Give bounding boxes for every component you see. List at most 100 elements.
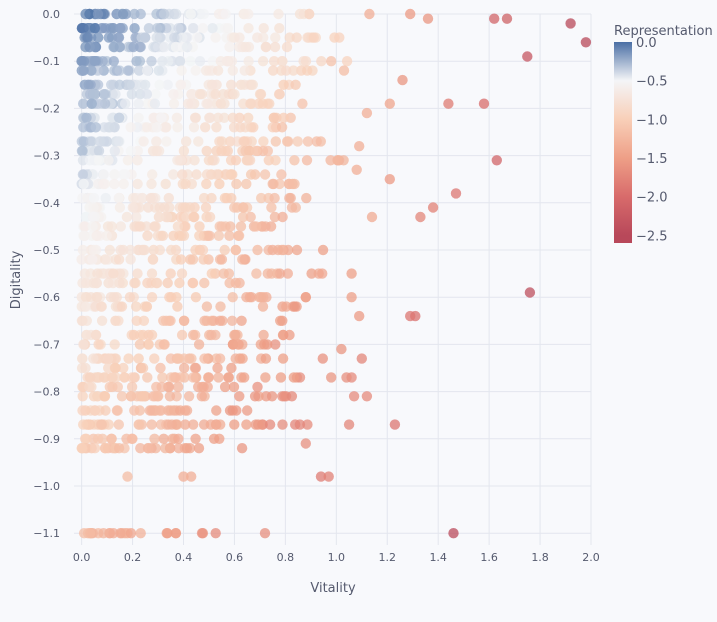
scatter-point [240,41,251,53]
scatter-point [397,74,408,86]
scatter-point [254,89,266,100]
scatter-point [168,98,180,109]
scatter-point [116,301,128,312]
scatter-point [204,211,216,223]
scatter-point [211,169,222,180]
scatter-point [110,89,121,100]
scatter-point [140,79,151,91]
scatter-point [266,268,277,279]
scatter-point [137,192,148,204]
scatter-point [215,301,226,312]
scatter-point [168,169,179,180]
scatter-point [116,391,128,402]
scatter-point [366,211,378,223]
scatter-point [229,329,240,341]
scatter-point [269,211,281,223]
scatter-point [139,244,150,256]
scatter-point [278,79,289,91]
scatter-point [173,381,184,393]
scatter-point [389,419,401,430]
scatter-point [190,65,201,76]
scatter-point [80,211,92,223]
scatter-point [198,8,210,20]
scatter-point [113,192,124,204]
scatter-point [112,381,124,393]
scatter-point [211,122,222,133]
scatter-point [275,315,286,326]
scatter-point [252,32,263,43]
scatter-point [237,254,248,265]
scatter-point [580,37,592,48]
scatter-point [257,98,268,109]
scatter-point [288,65,299,76]
scatter-point [108,41,119,53]
scatter-point [109,169,120,180]
scatter-point [119,98,131,109]
scatter-point [134,339,146,350]
scatter-point [267,65,279,76]
scatter-point [226,362,237,374]
scatter-point [81,433,92,444]
x-tick-label: 1.6 [480,551,498,564]
scatter-point [119,372,130,383]
scatter-point [286,391,298,402]
colorbar-tick-label: −1.0 [636,113,668,128]
scatter-point [275,372,287,383]
scatter-point [216,254,228,265]
scatter-point [240,145,251,157]
scatter-point [148,391,159,402]
scatter-point [524,287,536,298]
scatter-point [230,155,242,166]
scatter-point [77,244,89,256]
scatter-point [241,419,252,430]
x-tick-label: 1.4 [429,551,447,564]
scatter-point [134,65,145,76]
scatter-point [326,56,337,67]
scatter-point [206,268,217,279]
scatter-point [126,89,138,100]
scatter-point [294,8,306,20]
scatter-point [281,65,292,76]
scatter-point [201,315,212,326]
colorbar-title: Representation [614,24,713,39]
x-tick-label: 0.4 [175,551,193,564]
scatter-point [239,8,251,20]
scatter-point [100,405,111,416]
scatter-point [240,122,251,133]
scatter-point [194,221,205,232]
scatter-point [200,65,212,76]
scatter-point [132,178,143,190]
scatter-point [108,268,119,279]
scatter-point [176,329,188,341]
scatter-point [384,174,395,185]
scatter-point [152,23,163,34]
scatter-point [98,169,110,180]
scatter-point [144,405,155,416]
scatter-point [269,41,281,53]
scatter-point [227,315,238,326]
scatter-point [243,112,254,124]
scatter-point [142,372,153,383]
scatter-point [128,41,139,53]
scatter-point [281,301,292,312]
scatter-point [89,405,101,416]
scatter-point [226,79,237,91]
scatter-point [164,292,175,303]
scatter-point [194,89,206,100]
scatter-point [193,339,205,350]
scatter-point [285,192,296,204]
scatter-point [173,23,184,34]
data-points [76,8,592,539]
scatter-point [223,372,234,383]
scatter-point [176,65,187,76]
scatter-point [236,315,247,326]
scatter-point [308,32,319,43]
scatter-point [81,301,92,312]
scatter-point [283,136,294,147]
scatter-point [131,315,142,326]
scatter-point [146,292,158,303]
scatter-point [96,301,107,312]
scatter-point [273,89,285,100]
scatter-point [120,169,131,180]
scatter-point [122,65,134,76]
